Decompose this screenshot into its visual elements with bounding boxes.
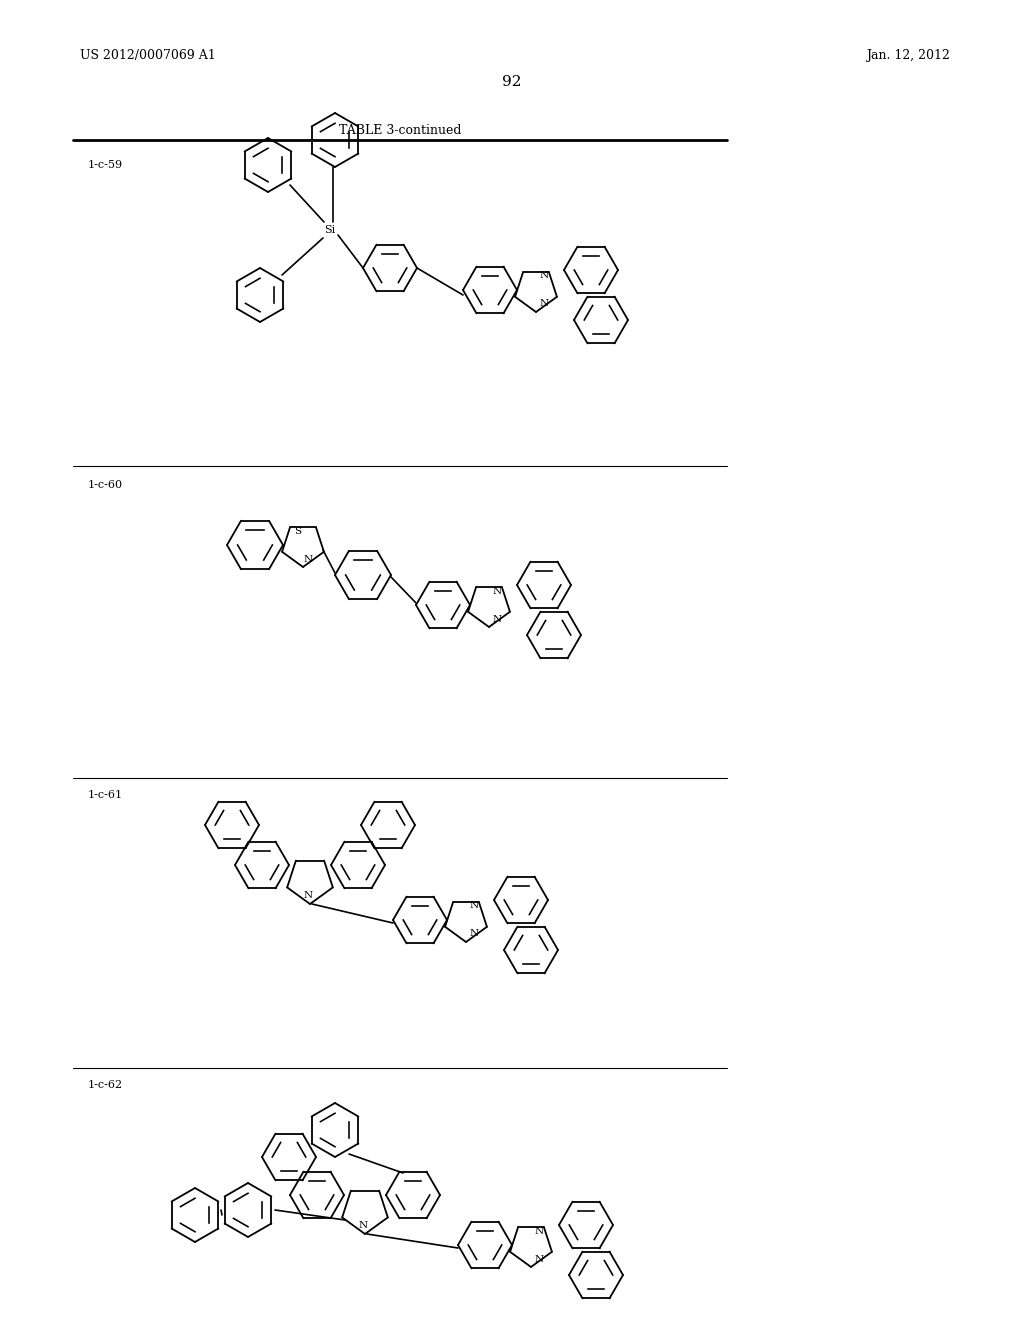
Text: N: N xyxy=(303,891,312,900)
Text: 1-c-60: 1-c-60 xyxy=(88,480,123,490)
Text: N: N xyxy=(493,615,502,623)
Text: US 2012/0007069 A1: US 2012/0007069 A1 xyxy=(80,49,216,62)
Text: Jan. 12, 2012: Jan. 12, 2012 xyxy=(866,49,950,62)
Text: S: S xyxy=(295,527,301,536)
Text: N: N xyxy=(535,1226,544,1236)
Text: Si: Si xyxy=(325,224,336,235)
Text: N: N xyxy=(469,929,478,939)
Text: N: N xyxy=(303,554,312,564)
Text: N: N xyxy=(535,1254,544,1263)
Text: N: N xyxy=(469,902,478,911)
Text: 1-c-61: 1-c-61 xyxy=(88,789,123,800)
Text: 92: 92 xyxy=(502,75,522,88)
Text: 1-c-62: 1-c-62 xyxy=(88,1080,123,1090)
Text: 1-c-59: 1-c-59 xyxy=(88,160,123,170)
Text: N: N xyxy=(540,272,549,281)
Text: N: N xyxy=(493,586,502,595)
Text: TABLE 3-continued: TABLE 3-continued xyxy=(339,124,461,136)
Text: N: N xyxy=(358,1221,368,1230)
Text: N: N xyxy=(540,300,549,309)
